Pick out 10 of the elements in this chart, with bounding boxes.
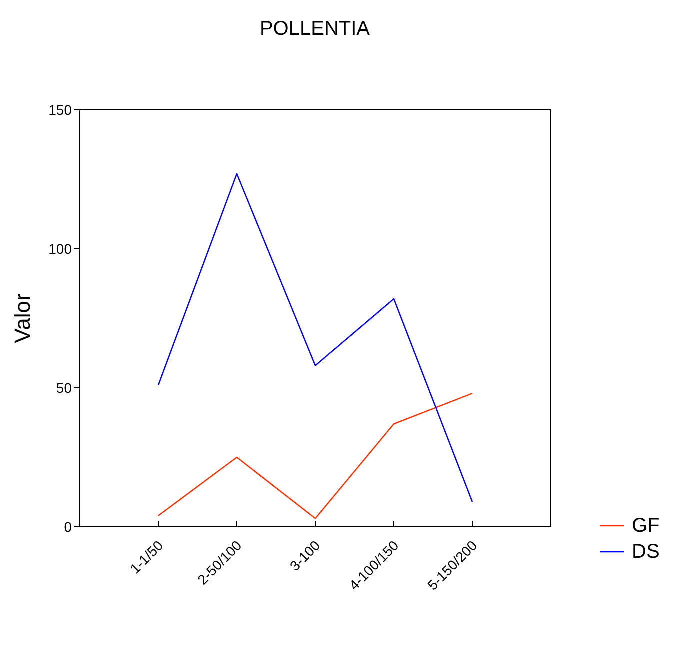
legend-label: GF — [632, 514, 660, 539]
y-tick-label: 100 — [48, 240, 72, 257]
y-tick-label: 150 — [48, 102, 72, 118]
y-tick-label: 50 — [56, 380, 72, 396]
legend-label: DS — [632, 540, 660, 565]
line-series — [158, 173, 474, 503]
line-series — [158, 392, 474, 520]
y-axis-title: Valor — [10, 294, 35, 344]
y-tick-label: 0 — [64, 518, 72, 535]
chart-title: POLLENTIA — [258, 18, 372, 41]
